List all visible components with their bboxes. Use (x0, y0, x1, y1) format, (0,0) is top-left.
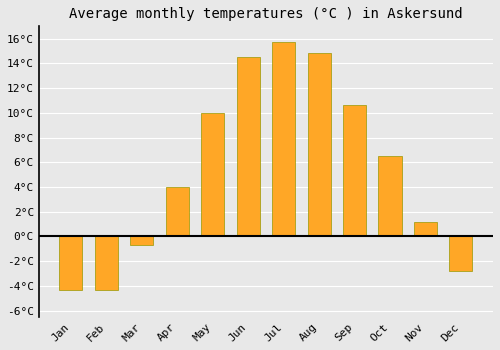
Bar (201, 113, 224, 237)
Bar (343, 105, 366, 237)
Bar (166, 187, 189, 237)
Bar (60, 237, 82, 289)
Bar (95, 237, 118, 289)
Bar (378, 156, 402, 237)
Bar (414, 222, 437, 237)
Bar (236, 57, 260, 237)
Title: Average monthly temperatures (°C ) in Askersund: Average monthly temperatures (°C ) in As… (69, 7, 462, 21)
Bar (450, 237, 472, 271)
Bar (272, 42, 295, 237)
Bar (308, 54, 330, 237)
Bar (130, 237, 154, 245)
